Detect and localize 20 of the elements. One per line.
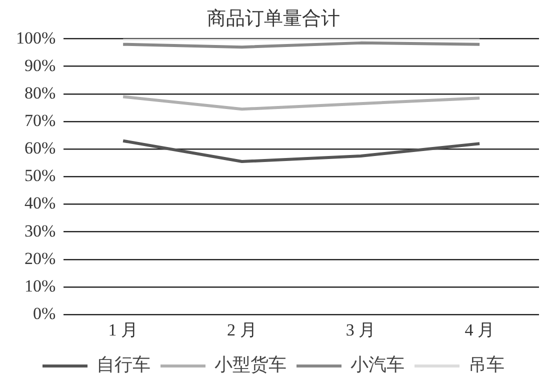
y-tick-label: 20% (24, 248, 56, 268)
y-tick-label: 100% (16, 28, 56, 48)
y-tick-label: 70% (24, 111, 56, 130)
legend-label: 小型货车 (214, 354, 286, 375)
y-tick-label: 0% (32, 304, 56, 324)
x-tick-label: 2 月 (227, 320, 257, 340)
x-tick-label: 1 月 (108, 320, 138, 340)
y-tick-label: 50% (24, 166, 56, 186)
y-tick-label: 40% (24, 194, 56, 213)
legend-label: 吊车 (468, 354, 504, 375)
chart-title: 商品订单量合计 (207, 7, 340, 30)
y-tick-label: 10% (24, 276, 56, 296)
y-tick-label: 90% (24, 56, 56, 75)
legend-label: 自行车 (96, 354, 150, 375)
y-tick-label: 60% (24, 138, 56, 158)
y-tick-label: 30% (24, 221, 56, 240)
x-tick-label: 4 月 (464, 320, 494, 340)
y-tick-label: 80% (24, 83, 56, 102)
legend-label: 小汽车 (350, 354, 404, 375)
x-tick-label: 3 月 (346, 320, 376, 340)
